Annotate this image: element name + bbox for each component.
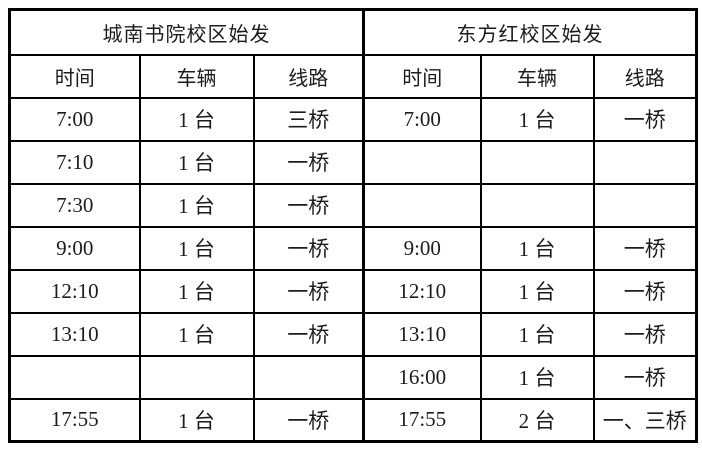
route-cell: 一桥 (592, 354, 698, 400)
route-cell: 一桥 (592, 225, 698, 271)
vehicles-cell: 2 台 (479, 397, 595, 443)
time-cell: 13:10 (8, 311, 141, 357)
vehicles-cell: 1 台 (138, 182, 255, 228)
table-row: 13:10 1 台 一桥 13:10 1 台 一桥 (8, 311, 698, 357)
time-cell: 12:10 (362, 268, 482, 314)
bus-schedule-table: 城南书院校区始发 东方红校区始发 时间 车辆 线路 时间 车辆 线路 7:00 … (8, 8, 698, 443)
campus-header-row: 城南书院校区始发 东方红校区始发 (8, 8, 698, 56)
time-cell: 16:00 (362, 354, 482, 400)
table-row: 12:10 1 台 一桥 12:10 1 台 一桥 (8, 268, 698, 314)
vehicles-cell: 1 台 (479, 96, 595, 142)
vehicles-cell: 1 台 (138, 96, 255, 142)
time-cell: 9:00 (8, 225, 141, 271)
route-cell (252, 354, 365, 400)
time-cell: 17:55 (362, 397, 482, 443)
column-header-row: 时间 车辆 线路 时间 车辆 线路 (8, 53, 698, 99)
column-header-time: 时间 (8, 53, 141, 99)
vehicles-cell: 1 台 (479, 225, 595, 271)
table-row: 9:00 1 台 一桥 9:00 1 台 一桥 (8, 225, 698, 271)
column-header-route: 线路 (252, 53, 365, 99)
vehicles-cell (479, 139, 595, 185)
route-cell (592, 182, 698, 228)
time-cell: 9:00 (362, 225, 482, 271)
vehicles-cell: 1 台 (479, 268, 595, 314)
time-cell: 7:00 (362, 96, 482, 142)
vehicles-cell: 1 台 (479, 311, 595, 357)
time-cell: 7:10 (8, 139, 141, 185)
route-cell: 一桥 (252, 311, 365, 357)
table-row: 16:00 1 台 一桥 (8, 354, 698, 400)
vehicles-cell: 1 台 (138, 311, 255, 357)
route-cell: 一桥 (252, 397, 365, 443)
column-header-route: 线路 (592, 53, 698, 99)
vehicles-cell: 1 台 (479, 354, 595, 400)
column-header-vehicles: 车辆 (479, 53, 595, 99)
route-cell: 一桥 (252, 268, 365, 314)
column-header-time: 时间 (362, 53, 482, 99)
column-header-vehicles: 车辆 (138, 53, 255, 99)
vehicles-cell (138, 354, 255, 400)
time-cell: 17:55 (8, 397, 141, 443)
route-cell: 一桥 (592, 268, 698, 314)
time-cell (8, 354, 141, 400)
route-cell: 一桥 (252, 139, 365, 185)
table-row: 7:10 1 台 一桥 (8, 139, 698, 185)
time-cell: 7:30 (8, 182, 141, 228)
table-row: 7:30 1 台 一桥 (8, 182, 698, 228)
route-cell: 一桥 (252, 182, 365, 228)
time-cell: 12:10 (8, 268, 141, 314)
route-cell: 一桥 (592, 311, 698, 357)
time-cell (362, 182, 482, 228)
vehicles-cell: 1 台 (138, 225, 255, 271)
time-cell (362, 139, 482, 185)
table-row: 7:00 1 台 三桥 7:00 1 台 一桥 (8, 96, 698, 142)
route-cell: 一、三桥 (592, 397, 698, 443)
vehicles-cell: 1 台 (138, 268, 255, 314)
vehicles-cell: 1 台 (138, 139, 255, 185)
vehicles-cell (479, 182, 595, 228)
vehicles-cell: 1 台 (138, 397, 255, 443)
route-cell: 一桥 (252, 225, 365, 271)
route-cell: 三桥 (252, 96, 365, 142)
table-row: 17:55 1 台 一桥 17:55 2 台 一、三桥 (8, 397, 698, 443)
campus-header-left: 城南书院校区始发 (8, 8, 365, 56)
time-cell: 13:10 (362, 311, 482, 357)
route-cell (592, 139, 698, 185)
campus-header-right: 东方红校区始发 (362, 8, 698, 56)
route-cell: 一桥 (592, 96, 698, 142)
time-cell: 7:00 (8, 96, 141, 142)
